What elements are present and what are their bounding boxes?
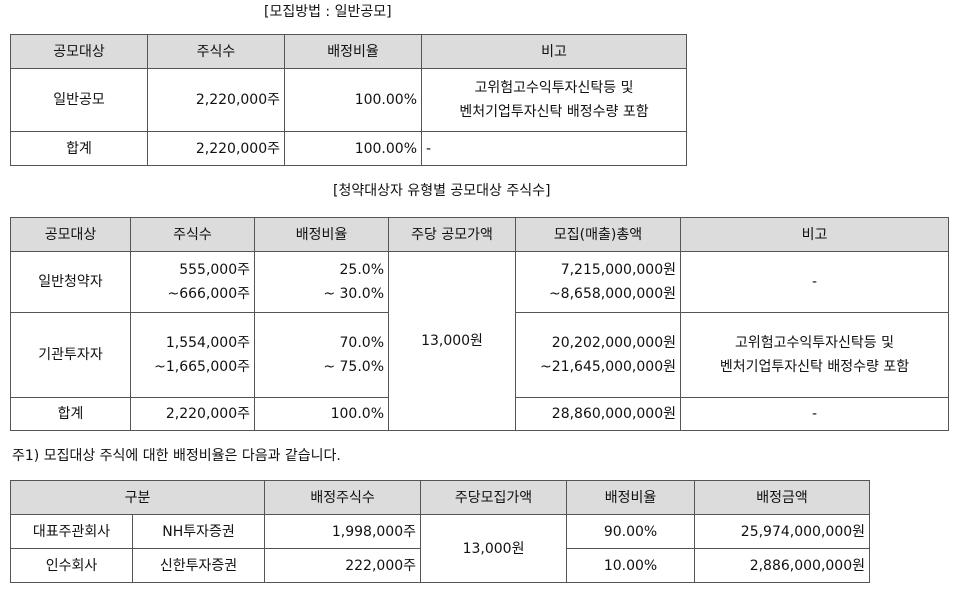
cell-target: 일반청약자 xyxy=(10,251,131,313)
subscriber-table: 공모대상 주식수 배정비율 주당 공모가액 모집(매출)총액 비고 일반청약자 … xyxy=(10,217,949,431)
total-line: ~8,658,000,000원 xyxy=(548,286,676,302)
cell-total: 20,202,000,000원 ~21,645,000,000원 xyxy=(515,312,681,398)
cell-ratio: 25.0% ~ 30.0% xyxy=(254,251,389,313)
header-price: 주당 공모가액 xyxy=(388,217,516,252)
cell-shares: 222,000주 xyxy=(264,548,422,583)
shares-line: ~666,000주 xyxy=(167,286,250,302)
cell-ratio: 10.00% xyxy=(566,548,696,583)
cell-ratio: 100.0% xyxy=(254,397,389,431)
note-line: 고위험고수익투자신탁등 및 xyxy=(474,80,634,96)
table-row: 기관투자자 1,554,000주 ~1,665,000주 70.0% ~ 75.… xyxy=(10,312,949,398)
cell-shares: 2,220,000주 xyxy=(147,68,285,132)
header-category: 구분 xyxy=(9,480,266,515)
cell-role: 대표주관회사 xyxy=(10,514,133,549)
table-row: 대표주관회사 NH투자증권 1,998,000주 13,000원 90.00% … xyxy=(10,514,871,583)
header-target: 공모대상 xyxy=(10,217,131,252)
cell-target: 합계 xyxy=(10,397,131,431)
cell-amount: 2,886,000,000원 xyxy=(694,548,871,583)
cell-ratio: 70.0% ~ 75.0% xyxy=(254,312,389,398)
cell-total: 7,215,000,000원 ~8,658,000,000원 xyxy=(515,251,681,313)
cell-role: 인수회사 xyxy=(10,548,133,583)
header-shares: 주식수 xyxy=(147,34,285,69)
subscriber-caption: [청약대상자 유형별 공모대상 주식수] xyxy=(333,183,551,199)
cell-ratio: 100.00% xyxy=(284,68,422,132)
footnote: 주1) 모집대상 주식에 대한 배정비율은 다음과 같습니다. xyxy=(12,448,341,464)
header-ratio: 배정비율 xyxy=(254,217,389,252)
cell-note: 고위험고수익투자신탁등 및 벤처기업투자신탁 배정수량 포함 xyxy=(680,312,949,398)
total-line: ~21,645,000,000원 xyxy=(540,359,676,375)
cell-amount: 25,974,000,000원 xyxy=(694,514,871,549)
cell-note: - xyxy=(421,131,687,166)
note-line: 벤처기업투자신탁 배정수량 포함 xyxy=(719,359,910,375)
cell-note: - xyxy=(680,397,949,431)
header-ratio: 배정비율 xyxy=(566,480,696,515)
cell-price: 13,000원 xyxy=(388,251,516,431)
note-line: 고위험고수익투자신탁등 및 xyxy=(734,335,894,351)
header-ratio: 배정비율 xyxy=(284,34,422,69)
cell-ratio: 90.00% xyxy=(566,514,696,549)
header-amount: 배정금액 xyxy=(694,480,871,515)
shares-line: 555,000주 xyxy=(179,262,250,278)
table-row: 일반공모 2,220,000주 100.00% 고위험고수익투자신탁등 및 벤처… xyxy=(10,68,687,132)
ratio-line: ~ 75.0% xyxy=(323,359,384,375)
cell-ratio: 100.00% xyxy=(284,131,422,166)
cell-note: - xyxy=(680,251,949,313)
table-row: 일반청약자 555,000주 ~666,000주 25.0% ~ 30.0% 1… xyxy=(10,251,949,431)
ratio-line: 25.0% xyxy=(339,262,384,278)
cell-shares: 2,220,000주 xyxy=(147,131,285,166)
cell-shares: 555,000주 ~666,000주 xyxy=(130,251,255,313)
shares-line: 1,554,000주 xyxy=(165,335,250,351)
header-alloc-shares: 배정주식수 xyxy=(264,480,422,515)
header-total: 모집(매출)총액 xyxy=(515,217,681,252)
header-target: 공모대상 xyxy=(10,34,148,69)
shares-line: ~1,665,000주 xyxy=(154,359,250,375)
header-shares: 주식수 xyxy=(130,217,255,252)
cell-price: 13,000원 xyxy=(420,514,568,583)
note-line: 벤처기업투자신탁 배정수량 포함 xyxy=(459,104,649,120)
cell-target: 기관투자자 xyxy=(10,312,131,398)
cell-note: 고위험고수익투자신탁등 및 벤처기업투자신탁 배정수량 포함 xyxy=(421,68,687,132)
cell-shares: 1,554,000주 ~1,665,000주 xyxy=(130,312,255,398)
cell-company: 신한투자증권 xyxy=(131,548,266,583)
table-row: 인수회사 신한투자증권 222,000주 10.00% 2,886,000,00… xyxy=(10,548,871,583)
allocation-table: 구분 배정주식수 주당모집가액 배정비율 배정금액 대표주관회사 NH투자증권 … xyxy=(9,480,871,583)
offering-table: 공모대상 주식수 배정비율 비고 일반공모 2,220,000주 100.00%… xyxy=(10,34,687,166)
total-line: 20,202,000,000원 xyxy=(551,335,676,351)
cell-company: NH투자증권 xyxy=(131,514,266,549)
cell-target: 일반공모 xyxy=(10,68,148,132)
method-caption: [모집방법 : 일반공모] xyxy=(264,4,392,20)
table-row: 합계 2,220,000주 100.00% - xyxy=(10,131,687,166)
cell-total: 28,860,000,000원 xyxy=(515,397,681,431)
header-note: 비고 xyxy=(421,34,687,69)
cell-target: 합계 xyxy=(10,131,148,166)
total-line: 7,215,000,000원 xyxy=(560,262,676,278)
ratio-line: 70.0% xyxy=(339,335,384,351)
cell-shares: 2,220,000주 xyxy=(130,397,255,431)
table-row: 합계 2,220,000주 100.0% 28,860,000,000원 - xyxy=(10,397,949,431)
ratio-line: ~ 30.0% xyxy=(323,286,384,302)
cell-shares: 1,998,000주 xyxy=(264,514,422,549)
header-note: 비고 xyxy=(680,217,949,252)
header-price: 주당모집가액 xyxy=(420,480,568,515)
